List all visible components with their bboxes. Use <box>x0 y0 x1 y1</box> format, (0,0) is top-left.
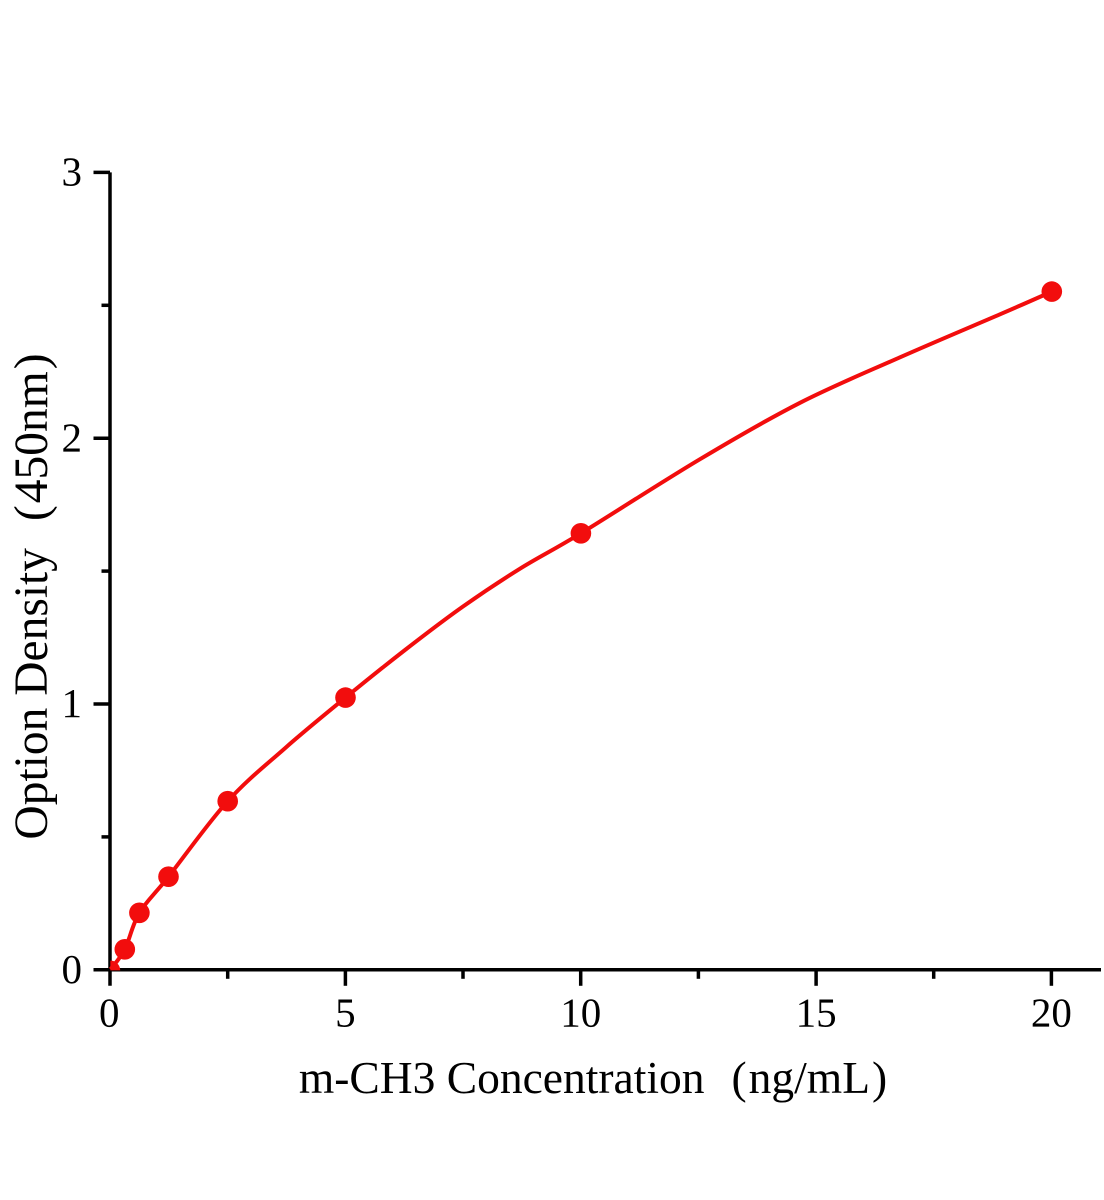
svg-text:m-CH3 Concentration(ng/mL): m-CH3 Concentration (ng/mL) <box>299 1052 887 1103</box>
svg-text:Option Density(450nm): Option Density(450nm) <box>6 353 58 839</box>
svg-text:10: 10 <box>560 990 601 1036</box>
svg-text:20: 20 <box>1031 990 1072 1036</box>
svg-text:3: 3 <box>62 149 83 195</box>
svg-text:15: 15 <box>796 990 837 1036</box>
svg-text:2: 2 <box>62 414 83 460</box>
svg-text:1: 1 <box>62 680 83 726</box>
svg-text:5: 5 <box>335 990 356 1036</box>
svg-text:0: 0 <box>99 990 120 1036</box>
svg-text:0: 0 <box>62 946 83 992</box>
